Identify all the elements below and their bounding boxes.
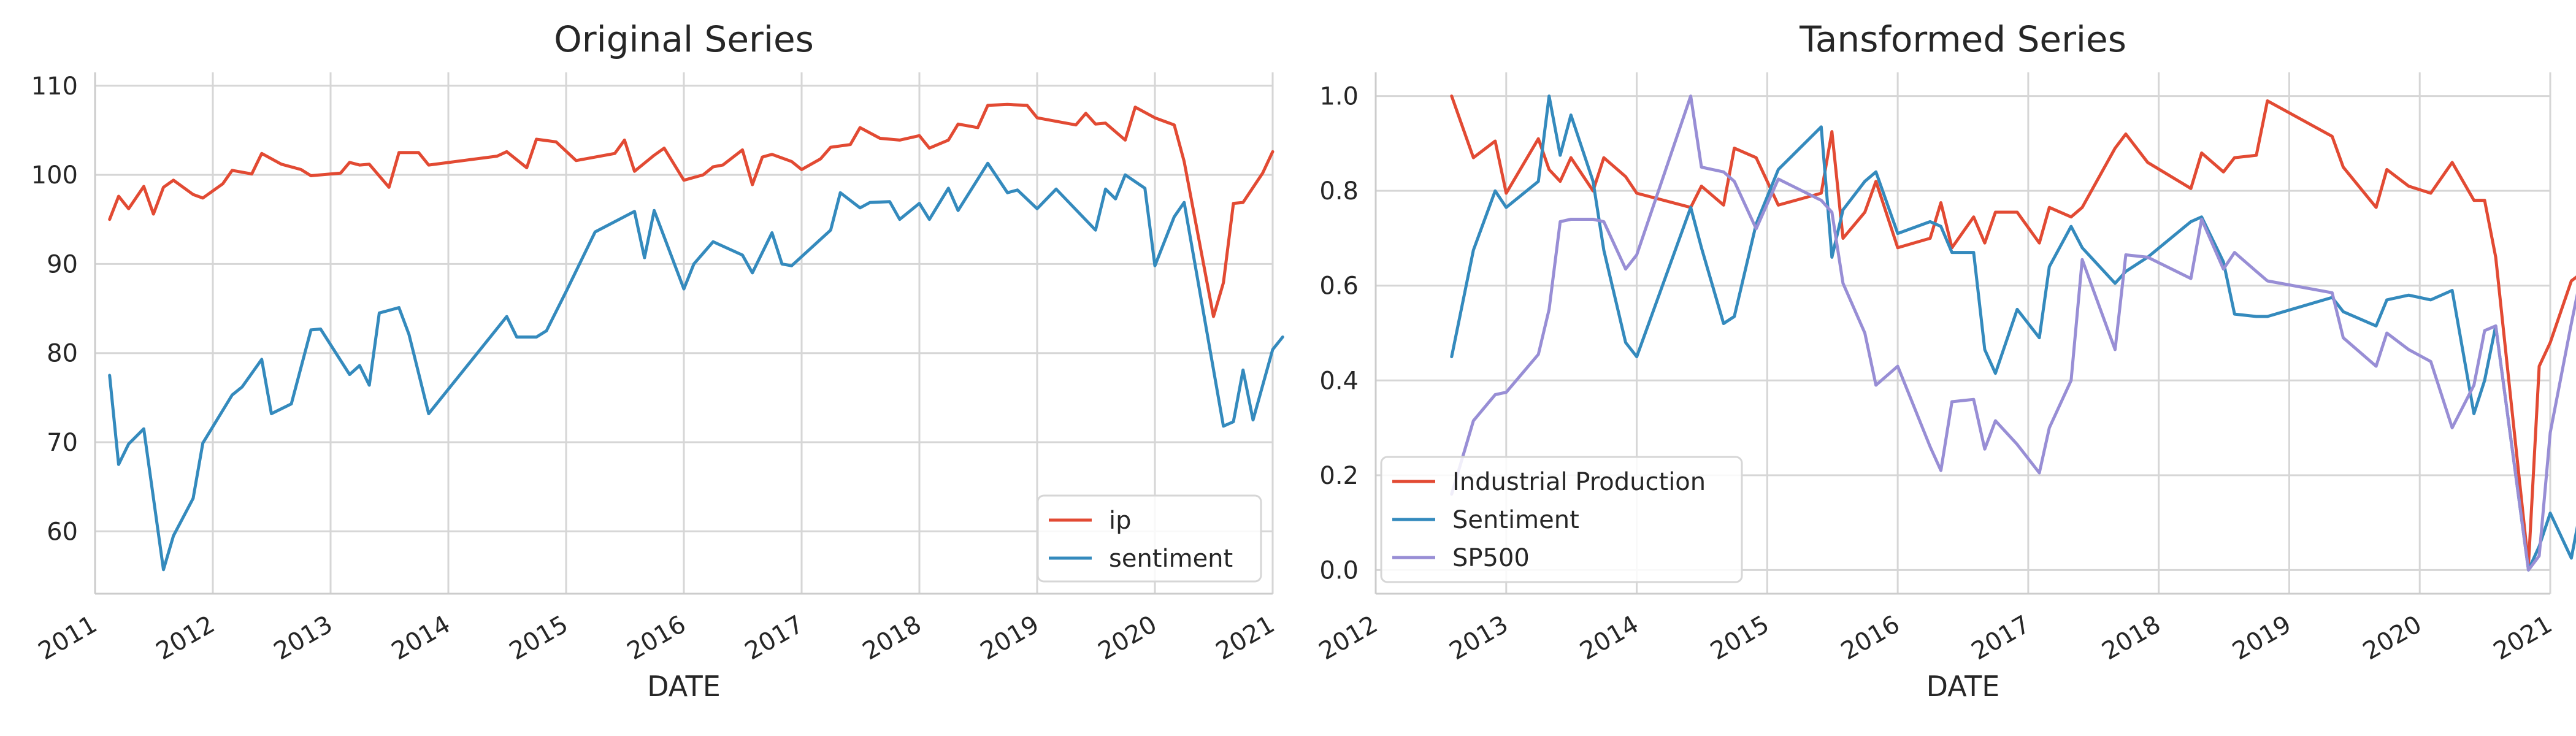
legend-frame — [1037, 494, 1262, 583]
x-tick-label: 2015 — [505, 610, 573, 666]
chart-transformed-series: 0.0 0.2 0.4 0.6 0.8 1.0 2012 2013 2014 2015 2016 20… — [1314, 18, 2576, 703]
legend-frame — [1380, 456, 1743, 583]
x-tick-label: 2011 — [34, 610, 102, 666]
x-tick-label: 2018 — [858, 610, 926, 666]
y-tick-label: 100 — [31, 161, 78, 190]
legend-label: ip — [1109, 507, 1132, 535]
x-axis-label: DATE — [647, 670, 721, 703]
legend-label: Industrial Production — [1452, 468, 1706, 496]
x-tick-label: 2020 — [2358, 610, 2426, 666]
y-tick-label: 0.8 — [1319, 177, 1359, 205]
y-tick-label: 1.0 — [1319, 83, 1359, 111]
x-tick-label: 2021 — [1211, 610, 1279, 666]
legend: ip sentiment — [1037, 494, 1262, 583]
x-axis-label: DATE — [1926, 670, 2000, 703]
y-tick-label: 0.6 — [1319, 272, 1359, 301]
series-line-industrial-production — [1450, 94, 2576, 567]
legend: Industrial Production Sentiment SP500 — [1380, 456, 1743, 583]
x-tick-label: 2017 — [740, 610, 808, 666]
series-line-sentiment — [108, 161, 1284, 572]
gridlines — [94, 72, 1274, 594]
x-tick-label: 2014 — [1575, 610, 1643, 666]
series-lines — [1450, 94, 2576, 572]
y-tick-label: 80 — [47, 340, 78, 368]
chart-title: Original Series — [554, 18, 814, 60]
series-line-sentiment — [1450, 94, 2576, 572]
x-tick-label: 2019 — [2228, 610, 2296, 666]
x-tick-label: 2021 — [2489, 610, 2557, 666]
x-tick-label: 2016 — [1836, 610, 1904, 666]
x-tick-label: 2020 — [1094, 610, 1162, 666]
legend-label: Sentiment — [1452, 506, 1579, 534]
x-tick-label: 2016 — [623, 610, 691, 666]
chart-original-series: 60 70 80 90 100 110 2011 2012 2013 2014 2015 2016 20… — [31, 18, 1284, 703]
y-tick-label: 90 — [47, 250, 78, 278]
chart-title: Tansformed Series — [1799, 18, 2126, 60]
x-tick-label: 2013 — [269, 610, 337, 666]
x-tick-label: 2017 — [1967, 610, 2035, 666]
y-tick-label: 0.4 — [1319, 367, 1359, 395]
x-tick-label: 2012 — [1314, 610, 1382, 666]
series-line-sp500 — [1450, 94, 2576, 572]
series-lines — [108, 102, 1284, 572]
series-line-ip — [108, 102, 1275, 318]
x-tick-label: 2013 — [1445, 610, 1513, 666]
legend-label: SP500 — [1452, 544, 1530, 572]
x-tick-label: 2015 — [1706, 610, 1774, 666]
x-tick-label: 2019 — [976, 610, 1044, 666]
y-tick-label: 110 — [31, 72, 78, 101]
y-tick-label: 0.0 — [1319, 556, 1359, 585]
y-tick-label: 60 — [47, 518, 78, 546]
x-tick-label: 2014 — [387, 610, 455, 666]
y-tick-label: 70 — [47, 429, 78, 457]
legend-label: sentiment — [1109, 545, 1233, 573]
x-tick-label: 2018 — [2098, 610, 2166, 666]
x-tick-label: 2012 — [151, 610, 220, 666]
y-tick-label: 0.2 — [1319, 462, 1359, 490]
